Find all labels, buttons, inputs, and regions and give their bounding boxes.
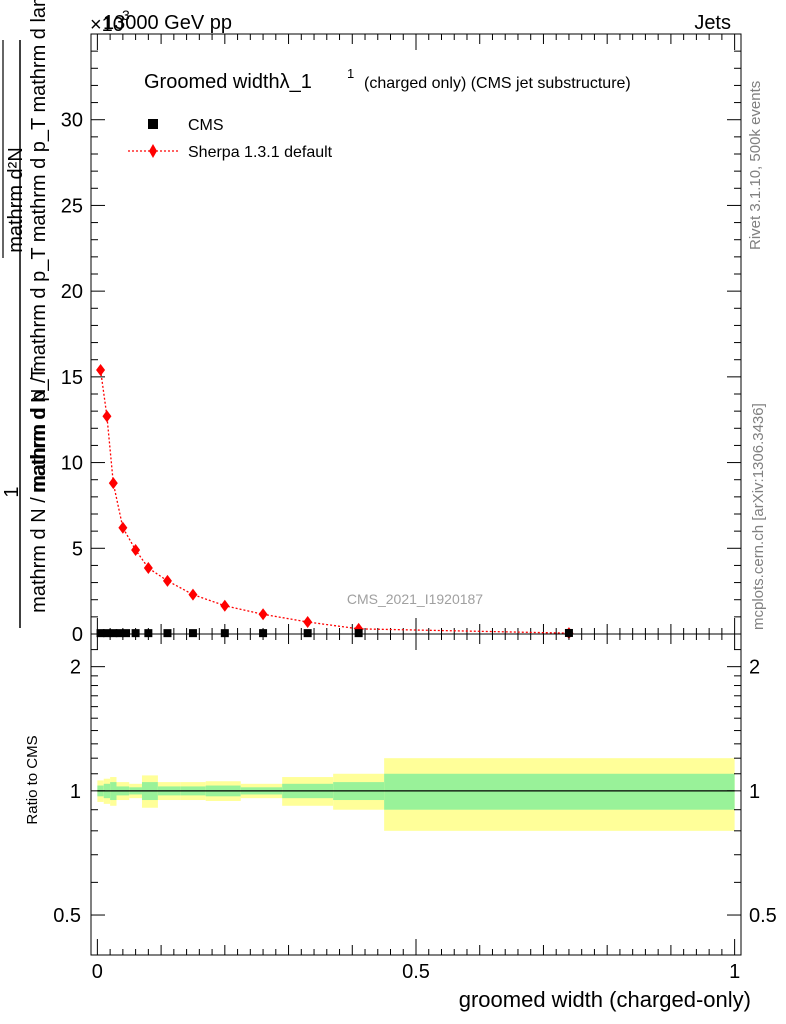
x-tick-label: 0 (92, 961, 103, 983)
rivet-label: Rivet 3.1.10, 500k events (747, 81, 764, 250)
cms-point (220, 629, 229, 638)
legend-title-main: Groomed widthλ_1 (144, 71, 312, 93)
y-axis-denominator: mathrm d N / mathrm d p_T (28, 367, 50, 613)
ratio-y-tick-label-right: 2 (749, 657, 760, 679)
cms-point (303, 629, 312, 638)
y-tick-label: 0 (72, 624, 83, 646)
cms-point (354, 629, 363, 638)
cms-point (163, 629, 172, 638)
analysis-watermark: CMS_2021_I1920187 (347, 591, 483, 607)
legend-cms-label: CMS (188, 117, 224, 134)
y-tick-label: 5 (72, 538, 83, 560)
main-panel: 0 5 10 15 20 25 30 (61, 33, 742, 646)
exponent-label: ×10 (90, 14, 124, 36)
header-left-label: 13000 GeV pp (103, 12, 232, 34)
sherpa-point (131, 544, 141, 556)
x-tick-label: 0.5 (402, 961, 430, 983)
legend-cms-marker (148, 119, 158, 129)
x-tick-label: 1 (729, 961, 740, 983)
ratio-y-tick-label: 0.5 (53, 905, 81, 927)
y-axis-main: mathrm d N / mathrm d p_T mathrm d p_T m… (28, 0, 50, 493)
y-axis-numerator: mathrm d²N (5, 147, 27, 253)
sherpa-point (96, 364, 106, 376)
cms-point (96, 629, 105, 638)
cms-point (259, 629, 268, 638)
cms-point (144, 629, 153, 638)
sherpa-point (303, 616, 313, 628)
sherpa-point (220, 599, 230, 612)
sherpa-point (108, 477, 118, 490)
legend-sherpa-marker (149, 144, 157, 158)
sherpa-point (162, 574, 172, 587)
header-right-label: Jets (694, 12, 731, 34)
sherpa-point (143, 562, 153, 574)
ratio-band-inner (384, 773, 735, 810)
y-tick-label: 30 (61, 110, 83, 132)
ratio-y-tick-label-right: 0.5 (749, 905, 777, 927)
cms-point (122, 629, 131, 638)
mcplots-label: mcplots.cern.ch [arXiv:1306.3436] (750, 403, 767, 630)
y-tick-label: 20 (61, 281, 83, 303)
sherpa-point (258, 608, 268, 621)
y-axis-frac-one: 1 (1, 486, 23, 497)
legend-title-sup: 1 (347, 66, 354, 81)
cms-point (115, 629, 124, 638)
sherpa-point (102, 410, 112, 423)
legend-sherpa-label: Sherpa 1.3.1 default (188, 144, 333, 161)
y-tick-label: 25 (61, 195, 83, 217)
ratio-y-tick-label-right: 1 (749, 781, 760, 803)
legend-title-rest: (charged only) (CMS jet substructure) (364, 75, 631, 92)
sherpa-line (99, 369, 569, 634)
ratio-y-tick-label: 2 (70, 657, 81, 679)
cms-point (109, 629, 118, 638)
exponent-power: 3 (122, 7, 130, 23)
cms-point (188, 629, 197, 638)
x-axis-title: groomed width (charged-only) (459, 987, 751, 1012)
ratio-y-tick-label: 1 (70, 781, 81, 803)
y-axis-title: 1 mathrm d²N mathrm d N / mathrm d p_T m… (1, 0, 50, 628)
sherpa-point (188, 588, 198, 601)
cms-point (564, 628, 573, 637)
y-tick-label: 10 (61, 453, 83, 475)
cms-point (131, 629, 140, 638)
y-tick-label: 15 (61, 367, 83, 389)
cms-point (102, 629, 111, 638)
ratio-y-axis-title: Ratio to CMS (24, 735, 41, 824)
legend: Groomed widthλ_1 1 (charged only) (CMS j… (128, 66, 631, 161)
ratio-panel: 0 0.5 1 0.5 0.5 1 1 2 2 (53, 633, 777, 983)
sherpa-point (118, 521, 128, 534)
